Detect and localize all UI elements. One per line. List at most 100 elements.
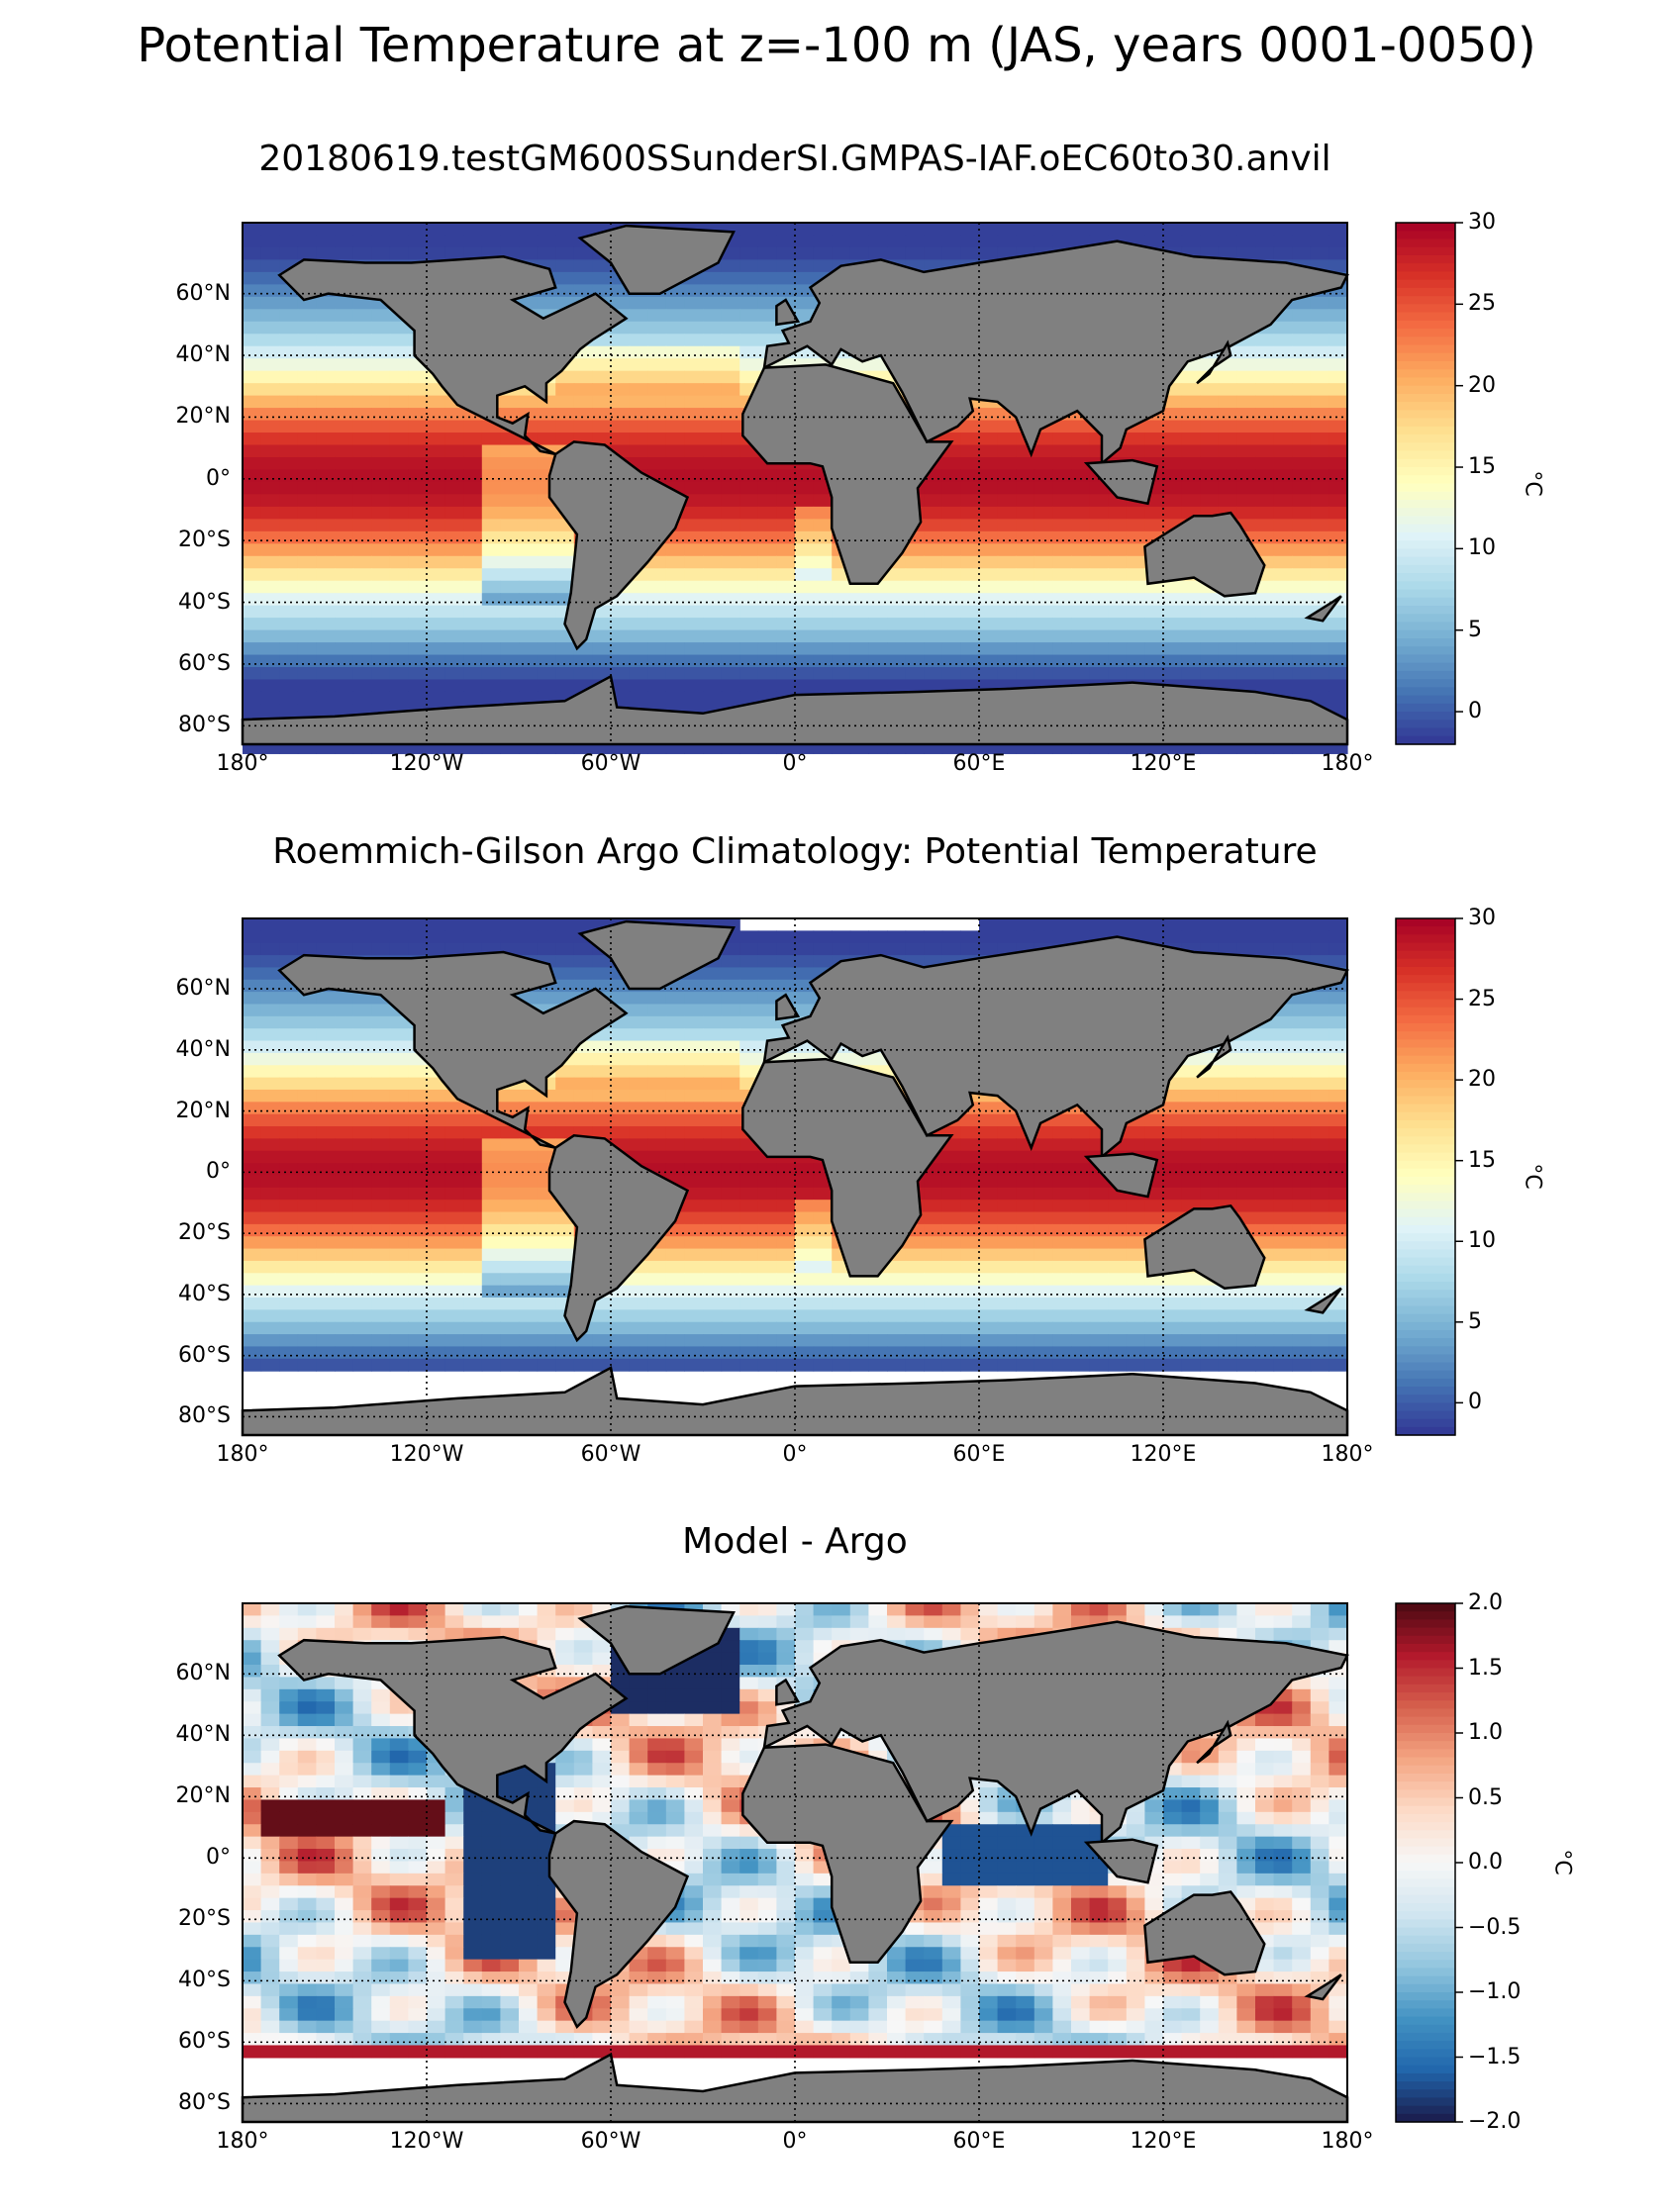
field-cell xyxy=(500,1346,520,1360)
field-cell xyxy=(997,223,1017,237)
land-mass xyxy=(277,255,629,456)
field-cell xyxy=(297,506,317,520)
field-cell xyxy=(408,543,428,557)
field-cell xyxy=(1052,481,1072,496)
field-cell xyxy=(960,568,980,582)
field-cell xyxy=(1071,1346,1091,1360)
field-cell xyxy=(776,930,796,944)
field-cell xyxy=(1033,1358,1053,1372)
field-cell xyxy=(757,1260,777,1274)
field-cell xyxy=(924,1248,943,1262)
field-cell xyxy=(757,605,777,619)
colorbar-segment xyxy=(1396,1071,1455,1081)
field-cell xyxy=(316,444,336,458)
field-cell xyxy=(813,580,833,594)
field-cell xyxy=(260,1200,280,1213)
field-cell xyxy=(1273,395,1293,409)
field-cell xyxy=(1052,456,1072,471)
field-cell xyxy=(352,296,372,310)
field-cell xyxy=(997,654,1017,668)
field-cell xyxy=(979,1236,999,1250)
field-cell xyxy=(1292,580,1312,594)
field-cell xyxy=(849,593,869,607)
field-cell xyxy=(684,1138,704,1152)
field-cell xyxy=(924,481,943,496)
field-cell xyxy=(1236,456,1256,471)
field-cell xyxy=(960,530,980,544)
field-cell xyxy=(335,691,354,706)
field-cell xyxy=(611,1298,631,1310)
colorbar-segment xyxy=(1396,991,1455,1001)
field-cell xyxy=(960,1346,980,1360)
field-cell xyxy=(297,469,317,483)
field-cell xyxy=(1292,358,1312,372)
field-cell xyxy=(500,433,520,446)
field-cell xyxy=(408,1150,428,1164)
field-cell xyxy=(335,1126,354,1139)
field-cell xyxy=(1218,1150,1237,1164)
field-cell xyxy=(1329,1138,1348,1152)
colorbar-segment xyxy=(1396,934,1455,944)
field-cell xyxy=(721,530,740,544)
field-cell xyxy=(997,1150,1017,1164)
field-cell xyxy=(1016,1248,1035,1262)
field-cell xyxy=(1144,1309,1164,1323)
field-cell xyxy=(1016,481,1035,496)
field-cell xyxy=(444,456,464,471)
field-cell xyxy=(1071,1211,1091,1225)
field-cell xyxy=(444,1248,464,1262)
field-cell xyxy=(279,321,299,335)
field-cell xyxy=(684,1015,704,1029)
colorbar-segment xyxy=(1396,450,1455,460)
field-cell xyxy=(997,433,1017,446)
field-cell xyxy=(1310,1175,1329,1189)
field-cell xyxy=(776,1175,796,1189)
field-cell xyxy=(389,530,409,544)
field-cell xyxy=(481,1298,501,1310)
field-cell xyxy=(1292,370,1312,384)
field-cell xyxy=(665,345,685,359)
field-cell xyxy=(444,679,464,693)
field-cell xyxy=(1016,494,1035,508)
field-cell xyxy=(1033,530,1053,544)
field-cell xyxy=(463,918,483,931)
field-cell xyxy=(1089,1273,1109,1287)
field-cell xyxy=(832,235,851,248)
field-cell xyxy=(795,1334,815,1348)
field-cell xyxy=(352,992,372,1006)
field-cell xyxy=(1273,555,1293,569)
field-cell xyxy=(1310,383,1329,397)
field-cell xyxy=(316,1187,336,1201)
field-cell xyxy=(1255,383,1275,397)
field-cell xyxy=(684,408,704,422)
field-cell xyxy=(1126,543,1145,557)
field-cell xyxy=(481,642,501,656)
field-cell xyxy=(1126,605,1145,619)
field-cell xyxy=(389,334,409,347)
field-cell xyxy=(960,605,980,619)
field-cell xyxy=(389,605,409,619)
colorbar-segment xyxy=(1396,1216,1455,1226)
field-cell xyxy=(352,691,372,706)
field-cell xyxy=(611,420,631,433)
field-cell xyxy=(721,1285,740,1298)
field-cell xyxy=(611,1309,631,1323)
field-cell xyxy=(795,679,815,693)
field-cell xyxy=(537,235,556,248)
field-cell xyxy=(1126,519,1145,532)
field-cell xyxy=(629,383,648,397)
field-cell xyxy=(371,1065,391,1079)
colorbar-segment xyxy=(1396,646,1455,656)
field-cell xyxy=(629,433,648,446)
field-cell xyxy=(1016,667,1035,681)
field-cell xyxy=(427,1089,446,1103)
field-cell xyxy=(721,691,740,706)
field-cell xyxy=(279,654,299,668)
field-cell xyxy=(887,605,907,619)
field-cell xyxy=(500,469,520,483)
field-cell xyxy=(279,370,299,384)
field-cell xyxy=(665,1248,685,1262)
field-cell xyxy=(721,246,740,261)
field-cell xyxy=(941,593,961,607)
field-cell xyxy=(647,1346,667,1360)
